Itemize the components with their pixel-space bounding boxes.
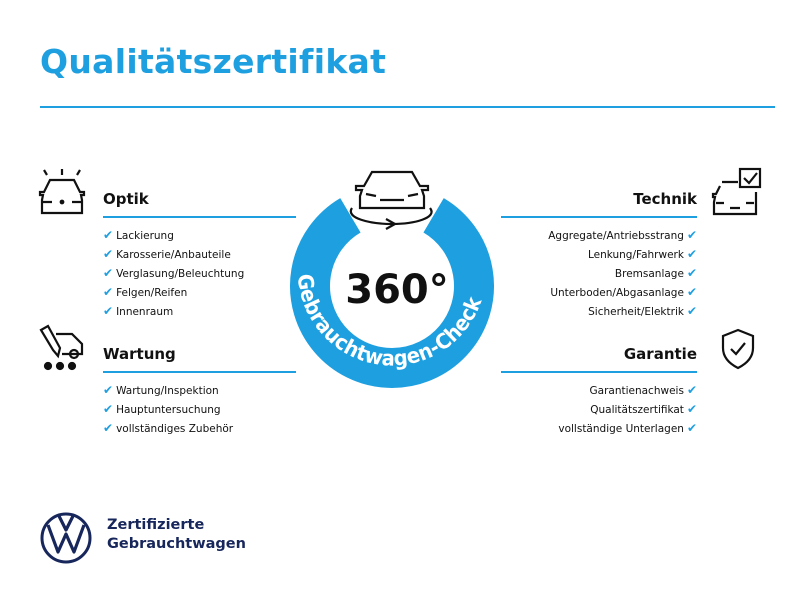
section-divider — [501, 371, 697, 373]
brand-line-1: Zertifizierte — [107, 517, 205, 533]
checklist-item: Qualitätszertifikat ✔ — [501, 400, 697, 419]
check-icon: ✔ — [686, 402, 697, 416]
checklist-item: ✔ Lackierung — [103, 226, 296, 245]
section-garantie: Garantie Garantienachweis ✔ Qualitätszerti… — [501, 345, 697, 438]
section-divider — [103, 216, 296, 218]
check-icon: ✔ — [686, 383, 697, 397]
check-icon: ✔ — [103, 402, 114, 416]
checklist-item-label: Aggregate/Antriebsstrang — [548, 230, 684, 242]
checklist: ✔ Lackierung ✔ Karosserie/Anbauteile ✔ Vergla… — [103, 226, 296, 321]
checklist-item: ✔ Innenraum — [103, 302, 296, 321]
checklist-item: Bremsanlage ✔ — [501, 264, 697, 283]
check-icon: ✔ — [103, 421, 114, 435]
section-title: Optik — [103, 190, 149, 208]
shield-check-icon — [721, 328, 755, 370]
brand-text: Zertifizierte Gebrauchtwagen — [107, 516, 246, 554]
vw-logo — [40, 512, 92, 564]
check-icon: ✔ — [103, 228, 114, 242]
checklist-item-label: Hauptuntersuchung — [116, 404, 221, 416]
checklist-item-label: Lenkung/Fahrwerk — [587, 249, 684, 261]
checklist-item: ✔ Verglasung/Beleuchtung — [103, 264, 296, 283]
checklist-item-label: Innenraum — [116, 306, 174, 318]
checklist-item-label: Qualitätszertifikat — [590, 404, 684, 416]
checklist-item: Unterboden/Abgasanlage ✔ — [501, 283, 697, 302]
checklist-item-label: Karosserie/Anbauteile — [116, 249, 231, 261]
checklist: ✔ Wartung/Inspektion ✔ Hauptuntersuchung ✔ vo… — [103, 381, 296, 438]
check-icon: ✔ — [686, 228, 697, 242]
ring — [290, 198, 494, 388]
checklist-item-label: Sicherheit/Elektrik — [588, 306, 684, 318]
check-icon: ✔ — [686, 285, 697, 299]
checklist-item-label: Unterboden/Abgasanlage — [550, 287, 684, 299]
checklist-item-label: Wartung/Inspektion — [116, 385, 219, 397]
car-rotate-icon — [349, 170, 433, 230]
checklist-item-label: vollständige Unterlagen — [558, 423, 684, 435]
check-icon: ✔ — [103, 304, 114, 318]
check-icon: ✔ — [103, 285, 114, 299]
check-icon: ✔ — [103, 266, 114, 280]
check-icon: ✔ — [103, 247, 114, 261]
checklist-item-label: Garantienachweis — [589, 385, 684, 397]
checklist-item: Garantienachweis ✔ — [501, 381, 698, 400]
check-icon: ✔ — [686, 266, 697, 280]
checklist-item: Aggregate/Antriebsstrang ✔ — [501, 226, 697, 245]
title-divider — [40, 106, 775, 108]
car-service-icon — [39, 324, 84, 371]
checklist-item: ✔ Felgen/Reifen — [103, 283, 296, 302]
section-wartung: Wartung ✔ Wartung/Inspektion ✔ Hauptuntersu… — [103, 345, 296, 438]
checklist-item: Sicherheit/Elektrik ✔ — [501, 302, 697, 321]
checklist: Aggregate/Antriebsstrang ✔ Lenkung/Fahrwer… — [501, 226, 697, 321]
checklist-item-label: Felgen/Reifen — [116, 287, 188, 299]
checklist-item: ✔ Wartung/Inspektion — [103, 381, 296, 400]
check-icon: ✔ — [686, 304, 697, 318]
degrees-label: 360° — [345, 267, 449, 313]
section-title: Wartung — [103, 345, 176, 363]
page-title: Qualitätszertifikat — [40, 42, 387, 81]
section-title: Technik — [633, 190, 697, 208]
checklist-item: vollständige Unterlagen ✔ — [501, 419, 697, 438]
check-icon: ✔ — [686, 247, 697, 261]
section-divider — [501, 216, 697, 218]
checklist-item-label: Bremsanlage — [614, 268, 684, 280]
checklist-item: ✔ Karosserie/Anbauteile — [103, 245, 296, 264]
checklist-item-label: Lackierung — [116, 230, 174, 242]
checklist: Garantienachweis ✔ Qualitätszertifikat ✔ vol… — [501, 381, 697, 438]
section-optik: Optik ✔ Lackierung ✔ Karosserie/Anbauteile ✔… — [103, 190, 296, 321]
checklist-item-label: Verglasung/Beleuchtung — [116, 268, 245, 280]
checklist-item-label: vollständiges Zubehör — [116, 423, 234, 435]
section-technik: Technik Aggregate/Antriebsstrang ✔ Lenkung… — [501, 190, 697, 321]
check-icon: ✔ — [686, 421, 697, 435]
car-lights-icon — [38, 169, 86, 215]
checklist-item: ✔ vollständiges Zubehör — [103, 419, 296, 438]
section-divider — [103, 371, 296, 373]
car-checklist-icon — [711, 167, 762, 216]
brand-line-2: Gebrauchtwagen — [107, 536, 246, 552]
check-icon: ✔ — [103, 383, 114, 397]
checklist-item: Lenkung/Fahrwerk ✔ — [501, 245, 697, 264]
section-title: Garantie — [623, 345, 697, 363]
checklist-item: ✔ Hauptuntersuchung — [103, 400, 296, 419]
